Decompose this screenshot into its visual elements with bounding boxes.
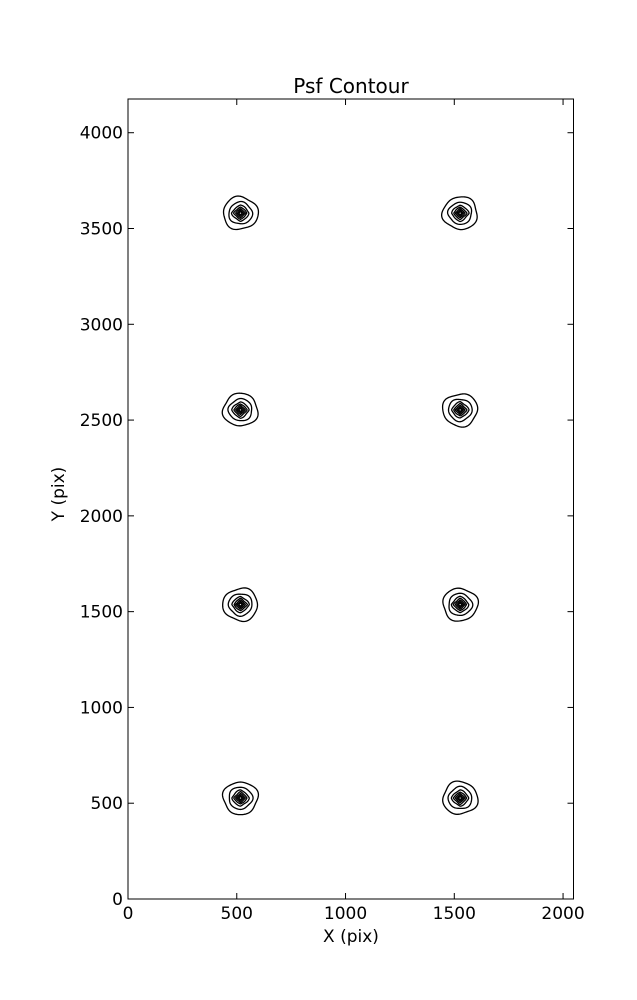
psf-contour-clusters	[221, 195, 480, 816]
contour-ring	[222, 195, 260, 231]
contour-ring	[238, 602, 243, 607]
contour-ring	[236, 794, 245, 802]
x-tick-label: 0	[123, 904, 134, 924]
y-tick-label: 0	[112, 890, 123, 910]
contour-ring	[453, 402, 468, 417]
contour-ring	[447, 785, 473, 810]
contour-ring	[454, 599, 466, 610]
psf-contour	[221, 781, 260, 816]
contour-ring	[448, 592, 474, 617]
psf-contour	[440, 196, 478, 231]
contour-ring	[227, 397, 253, 422]
contour-ring	[450, 595, 470, 614]
psf-contour	[222, 195, 260, 231]
contour-ring	[221, 392, 259, 427]
y-tick-label: 1000	[80, 698, 123, 718]
contour-ring	[450, 400, 470, 419]
contour-ring	[450, 789, 470, 807]
contour-ring	[452, 597, 468, 612]
contour-ring	[238, 407, 243, 413]
contour-ring	[440, 196, 478, 231]
contour-ring	[456, 794, 465, 802]
contour-ring	[454, 404, 466, 416]
tick-labels: 0 500 1000 1500 2000 0 500 1000 1500 2000 2500 3000…	[80, 124, 585, 924]
psf-contour	[222, 587, 259, 623]
psf-contour	[221, 392, 259, 427]
x-tick-label: 2000	[541, 904, 584, 924]
contour-ring	[453, 206, 468, 221]
contour-ring	[457, 210, 463, 216]
contour-ring	[233, 403, 248, 418]
contour-ring	[238, 795, 243, 801]
contour-ring	[236, 600, 245, 609]
contour-ring	[232, 206, 248, 221]
contour-ring	[234, 404, 247, 416]
contour-ring	[230, 204, 250, 222]
contour-ring	[456, 600, 465, 609]
contour-ring	[227, 593, 253, 617]
contour-ring	[231, 789, 250, 807]
contour-ring	[454, 207, 466, 219]
y-tick-label: 500	[91, 794, 123, 814]
x-tick-label: 500	[221, 904, 253, 924]
x-tick-label: 1000	[324, 904, 367, 924]
contour-ring	[457, 407, 463, 413]
contour-ring	[442, 587, 480, 622]
contour-ring	[442, 780, 479, 815]
contour-ring	[441, 393, 479, 428]
contour-ring	[234, 599, 246, 610]
contour-ring	[456, 406, 465, 414]
contour-ring	[231, 401, 250, 419]
contour-ring	[233, 790, 248, 805]
contour-ring	[446, 201, 473, 226]
contour-ring	[221, 781, 260, 816]
contour-ring	[457, 795, 463, 801]
contour-ring	[236, 209, 245, 217]
y-tick-label: 3500	[80, 220, 123, 240]
x-axis-label: X (pix)	[323, 927, 379, 947]
y-tick-label: 2500	[80, 411, 123, 431]
contour-ring	[447, 398, 473, 423]
contour-ring	[234, 208, 247, 219]
axes-box	[127, 98, 574, 900]
contour-ring	[222, 587, 259, 623]
contour-ring	[451, 204, 470, 223]
y-tick-label: 1500	[80, 603, 123, 623]
psf-contour	[442, 587, 480, 622]
contour-ring	[238, 210, 243, 216]
contour-ring	[228, 786, 254, 811]
y-tick-label: 3000	[80, 315, 123, 335]
y-tick-label: 2000	[80, 507, 123, 527]
contour-ring	[236, 406, 245, 414]
psf-contour	[441, 393, 479, 428]
contour-ring	[234, 792, 246, 804]
contour-ring	[454, 792, 466, 804]
contour-ring	[457, 602, 463, 607]
y-tick-label: 4000	[80, 124, 123, 144]
plot-title: Psf Contour	[293, 74, 409, 98]
contour-ring	[231, 595, 250, 614]
contour-ring	[452, 791, 468, 806]
psf-contour	[442, 780, 479, 815]
contour-ring	[456, 209, 465, 217]
contour-ring	[233, 597, 249, 612]
x-tick-label: 1500	[433, 904, 476, 924]
contour-ring	[228, 200, 254, 225]
axis-ticks	[127, 99, 574, 900]
